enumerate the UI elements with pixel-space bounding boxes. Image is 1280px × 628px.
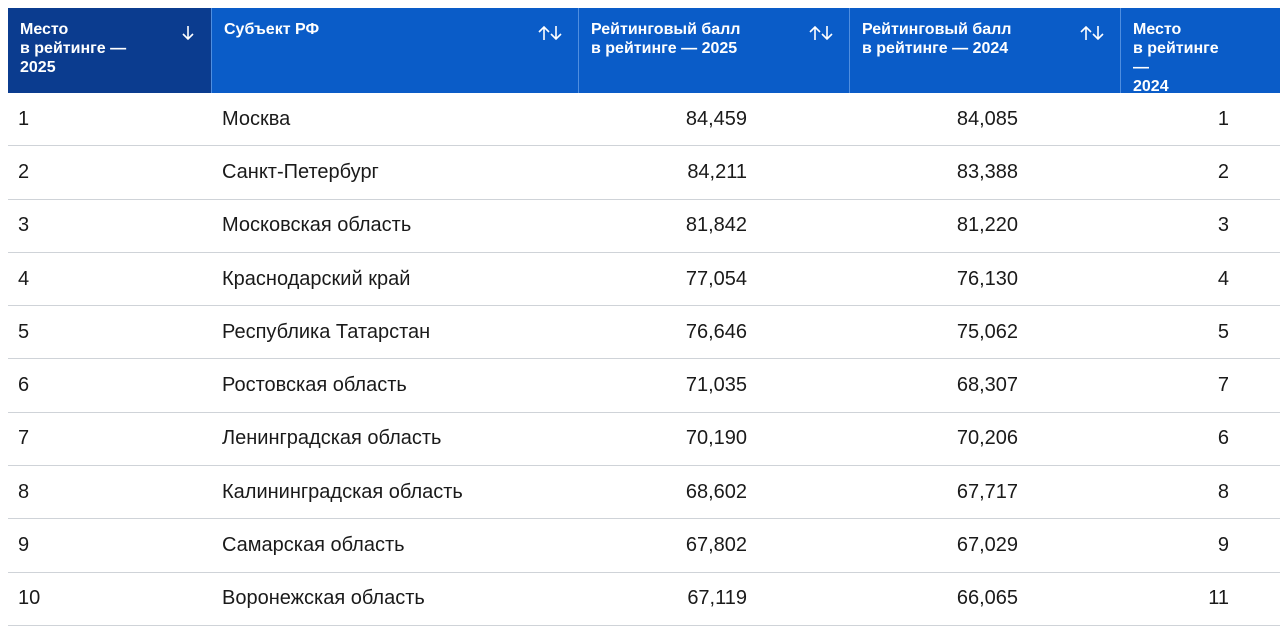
table-cell: 83,388 <box>849 146 1120 200</box>
table-cell: 7 <box>1120 359 1280 413</box>
table-cell: 84,085 <box>849 93 1120 147</box>
table-cell: Краснодарский край <box>211 253 578 307</box>
column-header[interactable]: Рейтинговый балл в рейтинге — 2024 <box>849 8 1120 93</box>
table-cell: 84,459 <box>578 93 849 147</box>
table-cell: 1 <box>1120 93 1280 147</box>
table-cell: 5 <box>1120 306 1280 360</box>
table-cell: 70,190 <box>578 413 849 467</box>
sort-icon <box>1080 25 1104 41</box>
table-cell: 81,842 <box>578 200 849 253</box>
sort-icon <box>809 25 833 41</box>
table-cell: 4 <box>8 253 211 307</box>
header-text: Субъект РФ <box>224 21 320 38</box>
table-cell: Москва <box>211 93 578 147</box>
table-cell: Ленинградская область <box>211 413 578 467</box>
table-cell: Воронежская область <box>211 573 578 626</box>
table-cell: 84,211 <box>578 146 849 200</box>
table-cell: 67,119 <box>578 573 849 626</box>
table-cell: Московская область <box>211 200 578 253</box>
table-cell: 76,646 <box>578 306 849 360</box>
table-cell: 11 <box>1120 573 1280 626</box>
table-cell: 3 <box>1120 200 1280 253</box>
table-cell: 68,602 <box>578 466 849 520</box>
table-cell: 67,717 <box>849 466 1120 520</box>
rating-table: Место в рейтинге — 2025 Субъект РФ Рейтинг… <box>8 8 1280 626</box>
column-header[interactable]: Субъект РФ <box>211 8 578 93</box>
table-cell: 6 <box>8 359 211 413</box>
table-cell: 70,206 <box>849 413 1120 467</box>
table-cell: 3 <box>8 200 211 253</box>
column-header[interactable]: Рейтинговый балл в рейтинге — 2025 <box>578 8 849 93</box>
table-cell: 76,130 <box>849 253 1120 307</box>
table-cell: Санкт-Петербург <box>211 146 578 200</box>
table-cell: Калининградская область <box>211 466 578 520</box>
table-cell: 9 <box>8 519 211 573</box>
table-cell: 9 <box>1120 519 1280 573</box>
table-cell: 2 <box>8 146 211 200</box>
table-cell: 2 <box>1120 146 1280 200</box>
table-cell: 5 <box>8 306 211 360</box>
table-cell: 6 <box>1120 413 1280 467</box>
table-cell: 67,802 <box>578 519 849 573</box>
header-text: Место в рейтинге — 2025 <box>20 21 127 76</box>
table-cell: Республика Татарстан <box>211 306 578 360</box>
sort-icon <box>182 26 194 41</box>
table-cell: 1 <box>8 93 211 147</box>
table-cell: 81,220 <box>849 200 1120 253</box>
column-header[interactable]: Место в рейтинге — 2025 <box>8 8 211 93</box>
table-cell: 8 <box>1120 466 1280 520</box>
table-cell: 68,307 <box>849 359 1120 413</box>
table-cell: 7 <box>8 413 211 467</box>
header-text: Место в рейтинге — 2024 <box>1133 21 1219 95</box>
table-cell: 10 <box>8 573 211 626</box>
table-cell: 71,035 <box>578 359 849 413</box>
table-cell: 66,065 <box>849 573 1120 626</box>
header-text: Рейтинговый балл в рейтинге — 2024 <box>862 21 1012 57</box>
header-text: Рейтинговый балл в рейтинге — 2025 <box>591 21 741 57</box>
table-cell: 75,062 <box>849 306 1120 360</box>
table-cell: Самарская область <box>211 519 578 573</box>
table-cell: Ростовская область <box>211 359 578 413</box>
table-cell: 8 <box>8 466 211 520</box>
sort-icon <box>538 25 562 41</box>
table-cell: 4 <box>1120 253 1280 307</box>
table-cell: 67,029 <box>849 519 1120 573</box>
column-header[interactable]: Место в рейтинге — 2024 <box>1120 8 1280 95</box>
table-cell: 77,054 <box>578 253 849 307</box>
